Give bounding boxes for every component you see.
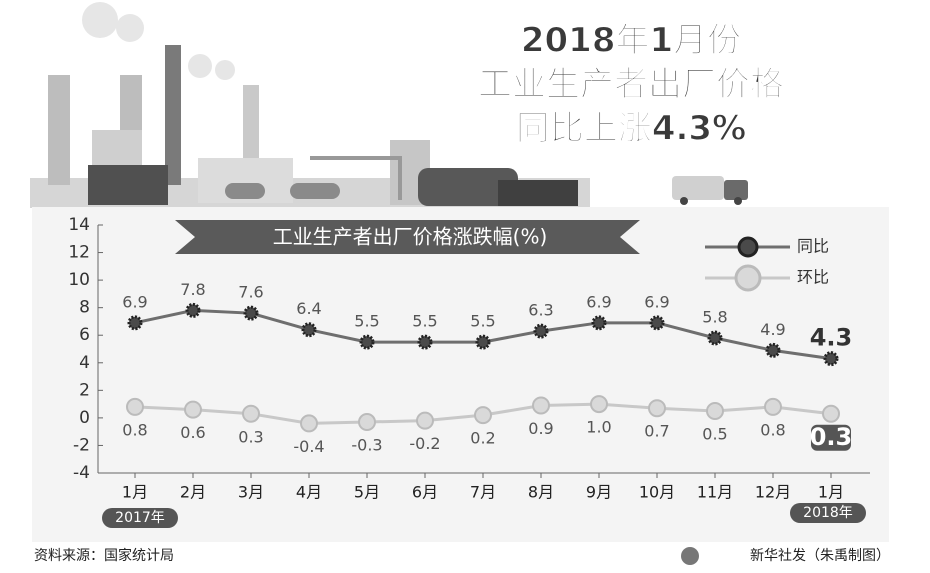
- x-tick-label: 8月: [528, 483, 554, 502]
- source: 资料来源：国家统计局: [34, 547, 174, 564]
- point: [707, 330, 723, 346]
- x-tick-label: 6月: [412, 483, 438, 502]
- x-tick-label: 11月: [697, 483, 733, 502]
- point: [417, 334, 433, 350]
- y-tick-label: 4: [79, 353, 90, 373]
- point: [416, 411, 434, 430]
- x-tick-label: 9月: [586, 483, 612, 502]
- label-box: [811, 424, 851, 451]
- x-tick-label: 1月: [122, 483, 148, 502]
- data-label: 0.3: [810, 423, 853, 451]
- y-tick-label: 8: [79, 298, 90, 318]
- logo: [681, 547, 699, 565]
- data-label: 5.5: [470, 312, 495, 331]
- point: [126, 397, 144, 416]
- data-label: 7.8: [180, 280, 205, 299]
- legend-marker: [734, 264, 762, 292]
- chart-title: 2018年1月份: [521, 21, 741, 61]
- point: [242, 404, 260, 423]
- data-label: 5.8: [702, 307, 727, 326]
- data-label: -0.4: [293, 437, 324, 456]
- point: [185, 302, 201, 318]
- subtitle-banner: [175, 220, 640, 254]
- x-tick-label: 10月: [639, 483, 675, 502]
- year-pill: [790, 503, 866, 523]
- year-label: 2018年: [803, 505, 853, 521]
- point: [706, 402, 724, 420]
- x-tick-label: 7月: [470, 483, 496, 502]
- y-tick-label: 10: [68, 270, 90, 290]
- y-tick-label: 14: [68, 215, 90, 235]
- data-label: 0.6: [180, 423, 205, 442]
- data-label: 0.8: [122, 420, 147, 439]
- point: [474, 406, 492, 425]
- point: [533, 323, 549, 339]
- x-tick-label: 1月: [818, 483, 844, 502]
- year-label: 2017年: [115, 510, 165, 526]
- point: [127, 315, 143, 331]
- point: [649, 315, 665, 331]
- data-label: 1.0: [586, 418, 611, 437]
- data-label: 7.6: [238, 283, 263, 302]
- y-tick-label: -2: [73, 435, 90, 455]
- point: [243, 305, 259, 321]
- data-label: 0.2: [470, 429, 495, 448]
- point: [475, 334, 491, 350]
- point: [300, 414, 318, 433]
- data-label: 6.9: [122, 292, 147, 311]
- y-tick-label: 6: [79, 325, 90, 345]
- point: [532, 396, 550, 415]
- year-pill: [102, 508, 178, 528]
- data-label: 0.3: [238, 427, 263, 446]
- data-label: 6.4: [296, 299, 321, 318]
- point: [301, 322, 317, 338]
- x-tick-label: 2月: [180, 483, 206, 502]
- data-label: 6.9: [644, 292, 669, 311]
- point: [764, 397, 782, 416]
- point: [822, 404, 840, 423]
- y-tick-label: 0: [79, 408, 90, 428]
- credit: 新华社发（朱禹制图）: [750, 548, 890, 564]
- x-tick-label: 3月: [238, 483, 264, 502]
- legend-label: 环比: [797, 268, 829, 287]
- y-tick-label: 12: [68, 243, 90, 263]
- point: [765, 342, 781, 358]
- data-label: -0.2: [409, 434, 440, 453]
- data-label: 5.5: [354, 312, 379, 331]
- x-tick-label: 5月: [354, 483, 380, 502]
- y-tick-label: -4: [73, 463, 90, 483]
- point: [591, 315, 607, 331]
- point: [358, 413, 376, 432]
- data-label: 0.9: [528, 419, 553, 438]
- data-label: 4.9: [760, 320, 785, 339]
- point: [648, 399, 666, 418]
- title-block: 2018年1月份 工业生产者出厂价格 同比上涨4.3%: [478, 20, 786, 149]
- plot-panel: [32, 207, 889, 542]
- data-label: 6.9: [586, 292, 611, 311]
- data-label: 4.3: [810, 324, 853, 352]
- data-label: 0.5: [702, 425, 727, 444]
- chart-title: 工业生产者出厂价格: [478, 65, 785, 105]
- legend-marker: [737, 236, 759, 258]
- point: [823, 351, 839, 367]
- x-tick-label: 12月: [755, 483, 791, 502]
- legend-label: 同比: [797, 237, 829, 256]
- data-label: 5.5: [412, 312, 437, 331]
- y-tick-label: 2: [79, 380, 90, 400]
- point: [359, 334, 375, 350]
- data-label: 0.8: [760, 420, 785, 439]
- data-label: -0.3: [351, 436, 382, 455]
- chart-title: 同比上涨4.3%: [516, 109, 746, 149]
- x-tick-label: 4月: [296, 483, 322, 502]
- subtitle: 工业生产者出厂价格涨跌幅(%): [273, 225, 548, 249]
- data-label: 6.3: [528, 301, 553, 320]
- factory-illustration: [30, 2, 748, 208]
- point: [590, 395, 608, 414]
- point: [184, 400, 202, 419]
- data-label: 0.7: [644, 422, 669, 441]
